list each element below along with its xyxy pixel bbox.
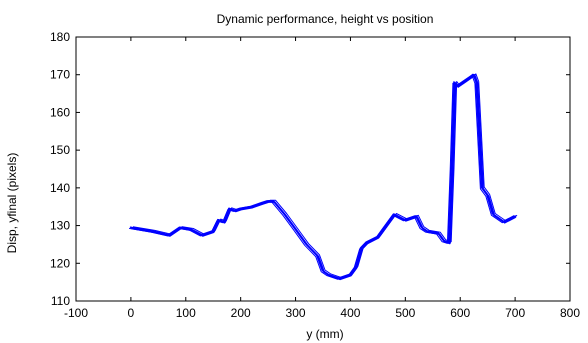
data-point	[322, 270, 324, 272]
x-tick-label: 500	[395, 306, 415, 320]
data-point	[234, 209, 236, 212]
data-point	[514, 215, 516, 217]
data-point	[228, 207, 231, 210]
data-point	[492, 213, 495, 216]
x-axis-label: y (mm)	[306, 327, 343, 341]
y-tick-label: 160	[50, 105, 70, 119]
x-tick-label: 200	[231, 306, 251, 320]
plot-lines	[129, 73, 518, 281]
data-point	[453, 81, 456, 84]
series-line-0-trace-1	[132, 74, 517, 280]
x-tick-label: 400	[340, 306, 360, 320]
data-point	[464, 79, 467, 82]
data-point	[239, 207, 242, 210]
data-point	[393, 213, 396, 216]
y-tick-label: 180	[50, 30, 70, 44]
data-point	[377, 236, 379, 238]
data-point	[223, 221, 225, 223]
x-axis: -100 0 100 200 300 400 500 600 700 800	[64, 37, 580, 320]
series-line-0-trace-5	[131, 75, 516, 281]
data-point	[152, 230, 154, 232]
data-point	[437, 232, 440, 234]
x-tick-label: 800	[560, 306, 580, 320]
data-point	[451, 168, 453, 170]
data-point	[415, 215, 418, 217]
data-point	[305, 243, 308, 246]
data-point	[130, 226, 132, 229]
data-point	[456, 85, 459, 87]
y-axis: 110 120 130 140 150 160 170 180	[50, 30, 570, 308]
series-line-0-trace-3	[132, 73, 518, 279]
y-tick-label: 140	[50, 181, 70, 195]
y-tick-label: 150	[50, 143, 70, 157]
y-tick-label: 110	[51, 294, 70, 308]
data-point	[201, 234, 203, 236]
y-tick-label: 170	[50, 68, 70, 82]
data-point	[404, 219, 407, 221]
data-point	[294, 228, 297, 231]
data-point	[355, 266, 357, 268]
data-point	[475, 81, 478, 84]
data-point	[349, 273, 352, 276]
data-point	[316, 254, 319, 257]
data-point	[212, 230, 214, 232]
series-line-0-trace-0	[130, 73, 516, 280]
y-tick-label: 120	[50, 256, 70, 270]
data-point	[217, 219, 220, 221]
plot-area	[75, 36, 571, 302]
x-tick-label: 0	[128, 306, 135, 320]
data-point	[250, 205, 253, 208]
data-point	[360, 247, 363, 249]
x-tick-label: 100	[176, 306, 196, 320]
chart-title: Dynamic performance, height vs position	[217, 12, 434, 26]
data-point	[338, 277, 341, 280]
data-point	[267, 200, 269, 202]
data-point	[470, 75, 473, 78]
x-tick-label: -100	[64, 306, 88, 320]
x-tick-label: 700	[505, 306, 525, 320]
data-point	[179, 226, 182, 229]
y-tick-label: 130	[50, 219, 70, 233]
data-point	[443, 239, 445, 242]
x-tick-label: 300	[286, 306, 306, 320]
data-point	[272, 200, 275, 202]
data-point	[503, 221, 505, 223]
data-point	[190, 228, 193, 231]
data-point	[473, 73, 475, 76]
y-axis-label: Disp, yfinal (pixels)	[5, 153, 19, 254]
data-point	[168, 234, 171, 236]
data-point	[388, 221, 390, 223]
data-point	[261, 202, 264, 204]
data-point	[421, 226, 423, 229]
x-tick-label: 600	[450, 306, 470, 320]
data-point	[283, 213, 286, 216]
data-point	[426, 230, 429, 232]
data-point	[327, 273, 330, 276]
data-point	[366, 241, 368, 244]
data-point	[481, 187, 484, 189]
data-point	[486, 194, 489, 197]
data-point	[448, 241, 451, 244]
